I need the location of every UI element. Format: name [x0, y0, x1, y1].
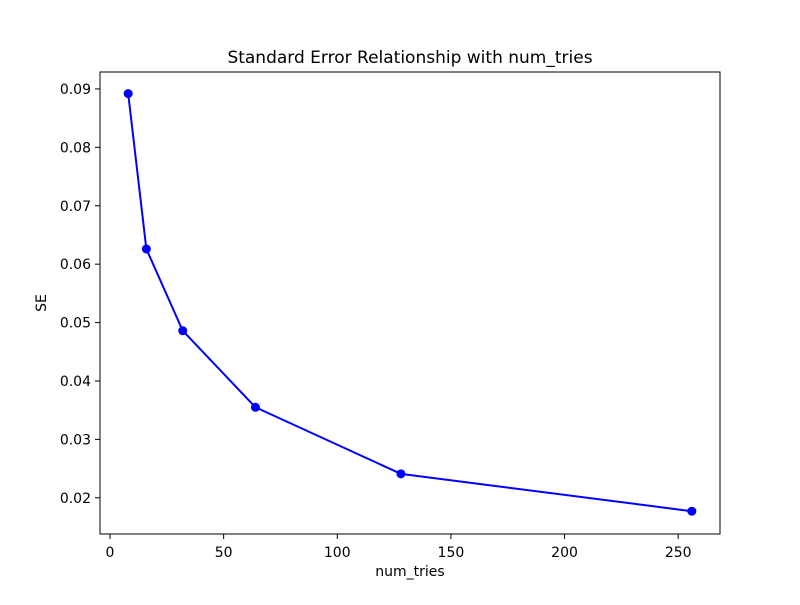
plot-area: 0 50 100 150 200 250 0.02 0.03 0.04 0.05 0.06 0.07 0… — [60, 71, 721, 561]
data-point — [687, 506, 697, 516]
data-point — [141, 244, 151, 254]
y-tick-label: 0.04 — [60, 374, 91, 390]
x-tick-label: 200 — [551, 545, 578, 561]
x-axis-label: num_tries — [375, 564, 444, 580]
axes-frame — [99, 71, 721, 535]
x-tick-label: 0 — [106, 545, 115, 561]
x-tick-label: 150 — [438, 545, 465, 561]
data-point — [178, 326, 188, 336]
data-point — [396, 469, 406, 479]
y-tick-label: 0.09 — [60, 82, 91, 98]
y-tick-label: 0.02 — [60, 491, 91, 507]
x-tick-label: 250 — [665, 545, 692, 561]
y-tick-label: 0.05 — [60, 316, 91, 332]
x-tick-label: 50 — [215, 545, 233, 561]
x-tick-label: 100 — [324, 545, 351, 561]
y-tick-label: 0.08 — [60, 140, 91, 156]
data-point — [250, 402, 260, 412]
chart-title: Standard Error Relationship with num_tri… — [227, 48, 592, 68]
se-line-series — [127, 92, 693, 513]
y-tick-label: 0.03 — [60, 432, 91, 448]
y-tick-label: 0.06 — [60, 257, 91, 273]
y-tick-label: 0.07 — [60, 199, 91, 215]
data-point — [123, 89, 133, 99]
y-axis-label: SE — [34, 294, 50, 312]
